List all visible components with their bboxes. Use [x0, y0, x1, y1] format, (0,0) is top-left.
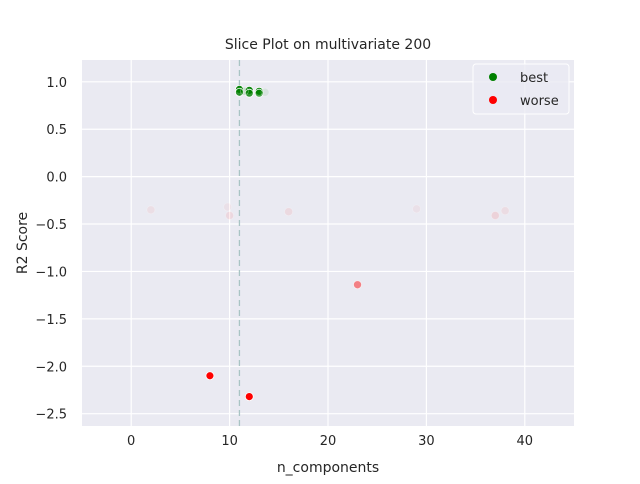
legend-box [472, 63, 570, 115]
legend-label-worse: worse [520, 94, 559, 109]
x-tick-labels: 0 10 20 30 40 [127, 434, 533, 449]
y-tick-label: −0.5 [35, 218, 67, 233]
y-axis-label: R2 Score [15, 212, 31, 274]
legend-label-best: best [520, 71, 548, 86]
y-tick-label: 1.0 [46, 76, 67, 91]
grid-lines [82, 60, 574, 426]
legend-marker-best [489, 73, 497, 81]
point-best [239, 86, 249, 96]
point-worse [500, 206, 510, 216]
y-tick-label: 0.5 [46, 123, 67, 138]
point-best [235, 87, 244, 97]
point-worse [223, 202, 233, 212]
y-tick-label: −2.0 [35, 360, 67, 375]
y-tick-labels: 1.0 0.5 0.0 −0.5 −1.0 −1.5 −2.0 −2.5 [35, 76, 67, 423]
chart-title: Slice Plot on multivariate 200 [225, 37, 431, 53]
x-axis-label: n_components [277, 460, 379, 476]
point-worse [412, 204, 421, 214]
legend: best worse [472, 63, 570, 115]
point-best [244, 88, 254, 98]
x-tick-label: 30 [418, 434, 435, 449]
y-tick-label: −1.0 [35, 265, 67, 280]
point-worse [284, 207, 294, 217]
y-tick-label: −2.5 [35, 408, 67, 423]
point-worse [225, 211, 235, 220]
point-worse [205, 371, 215, 381]
x-tick-label: 0 [127, 434, 135, 449]
x-tick-label: 10 [221, 434, 238, 449]
y-tick-label: 0.0 [46, 171, 67, 186]
point-best [254, 88, 264, 98]
point-worse [353, 280, 362, 290]
point-worse [244, 392, 254, 402]
y-tick-label: −1.5 [35, 313, 67, 328]
x-tick-label: 40 [517, 434, 534, 449]
legend-marker-worse [489, 96, 497, 104]
data-points [146, 84, 510, 402]
point-worse [146, 205, 156, 215]
point-worse [490, 211, 500, 220]
x-tick-label: 20 [320, 434, 337, 449]
point-best [260, 87, 270, 97]
